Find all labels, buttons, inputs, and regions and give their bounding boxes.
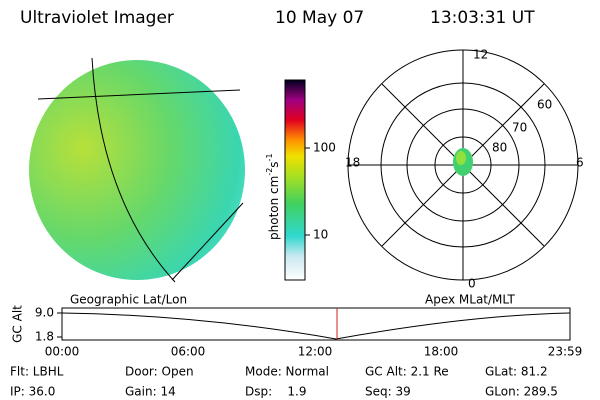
- polar-plot: 12 18 6 0 60 70 80: [345, 48, 584, 291]
- info-field: IP: 36.0: [10, 385, 55, 399]
- colorbar-tick: 10: [313, 228, 328, 242]
- projection-label: Geographic Lat/Lon: [70, 293, 187, 307]
- altitude-xtick: 23:59: [548, 345, 583, 359]
- projection-label: Apex MLat/MLT: [425, 293, 515, 307]
- date: 10 May 07: [275, 8, 364, 28]
- info-field: GLat: 81.2: [485, 365, 548, 379]
- lat-label: 70: [512, 121, 527, 135]
- altitude-xtick: 18:00: [424, 345, 459, 359]
- altitude-xtick: 00:00: [45, 345, 80, 359]
- lat-label: 60: [537, 98, 552, 112]
- lat-label: 80: [492, 141, 507, 155]
- colorbar: 100 10 photon cm-2s-1: [265, 79, 336, 281]
- mlt-label: 12: [473, 48, 488, 62]
- mlt-label: 18: [345, 156, 360, 170]
- altitude-ylabel: GC Alt: [11, 305, 25, 343]
- info-field: Door: Open: [125, 365, 194, 379]
- altitude-ytick: 9.0: [35, 306, 54, 320]
- altitude-ytick: 1.8: [35, 330, 54, 344]
- instrument-title: Ultraviolet Imager: [20, 8, 174, 28]
- colorbar-tick: 100: [313, 141, 336, 155]
- info-field: GC Alt: 2.1 Re: [365, 365, 449, 379]
- info-field: Flt: LBHL: [10, 365, 64, 379]
- info-field: Mode: Normal: [245, 365, 329, 379]
- earth-image: [29, 57, 245, 283]
- info-field: GLon: 289.5: [485, 385, 558, 399]
- info-field: Dsp: 1.9: [245, 385, 307, 399]
- info-panel: Flt: LBHL Door: Open Mode: Normal GC Alt…: [10, 365, 558, 399]
- mlt-label: 6: [576, 156, 584, 170]
- info-field: Gain: 14: [125, 385, 176, 399]
- time: 13:03:31 UT: [430, 8, 535, 28]
- colorbar-label: photon cm-2s-1: [265, 153, 281, 240]
- mlt-label: 0: [468, 277, 476, 291]
- altitude-plot: GC Alt 9.0 1.8 00:00 06:00 12:00 18:00 2…: [11, 305, 583, 359]
- info-field: Seq: 39: [365, 385, 411, 399]
- altitude-xtick: 06:00: [171, 345, 206, 359]
- altitude-xtick: 12:00: [298, 345, 333, 359]
